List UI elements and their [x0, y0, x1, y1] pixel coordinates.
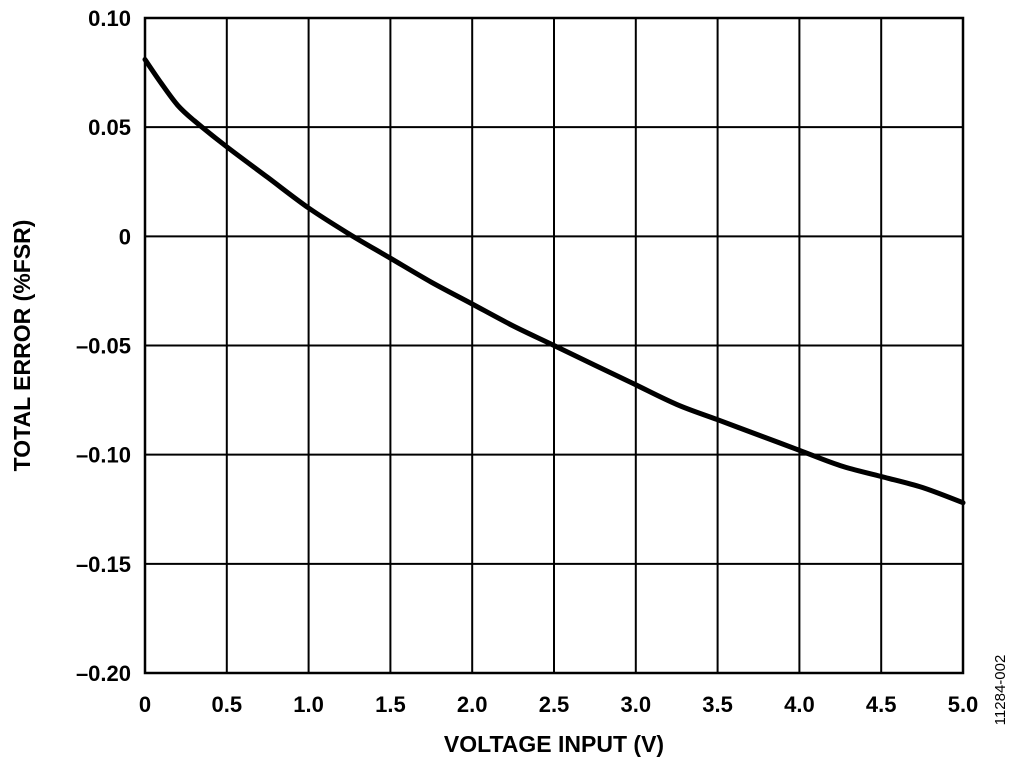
- x-tick-label: 4.5: [866, 692, 897, 717]
- y-tick-label: 0: [119, 224, 131, 249]
- x-tick-label: 4.0: [784, 692, 815, 717]
- plot-area-frame: [143, 16, 965, 675]
- x-tick-label: 1.5: [375, 692, 406, 717]
- total-error-series-line: [142, 57, 966, 506]
- figure-id: 11284-002: [992, 655, 1009, 726]
- y-tick-label: –0.05: [76, 334, 131, 359]
- x-tick-label: 0: [139, 692, 151, 717]
- y-axis-tick-labels: 0.10 0.05 0 –0.05 –0.10 –0.15 –0.20: [76, 6, 131, 686]
- x-tick-label: 0.5: [212, 692, 243, 717]
- y-tick-label: –0.15: [76, 552, 131, 577]
- x-tick-label: 2.0: [457, 692, 488, 717]
- x-tick-label: 3.0: [621, 692, 652, 717]
- y-axis-title: TOTAL ERROR (%FSR): [9, 220, 35, 472]
- y-tick-label: 0.05: [88, 115, 131, 140]
- x-tick-label: 5.0: [948, 692, 979, 717]
- y-tick-label: –0.20: [76, 661, 131, 686]
- x-tick-label: 1.0: [293, 692, 324, 717]
- y-tick-label: –0.10: [76, 443, 131, 468]
- x-tick-label: 3.5: [702, 692, 733, 717]
- series-group: [142, 57, 966, 506]
- x-tick-label: 2.5: [539, 692, 570, 717]
- y-tick-label: 0.10: [88, 6, 131, 31]
- x-axis-tick-labels: 0 0.5 1.0 1.5 2.0 2.5 3.0 3.5 4.0 4.5 5.0: [139, 692, 978, 717]
- x-axis-title: VOLTAGE INPUT (V): [444, 731, 664, 757]
